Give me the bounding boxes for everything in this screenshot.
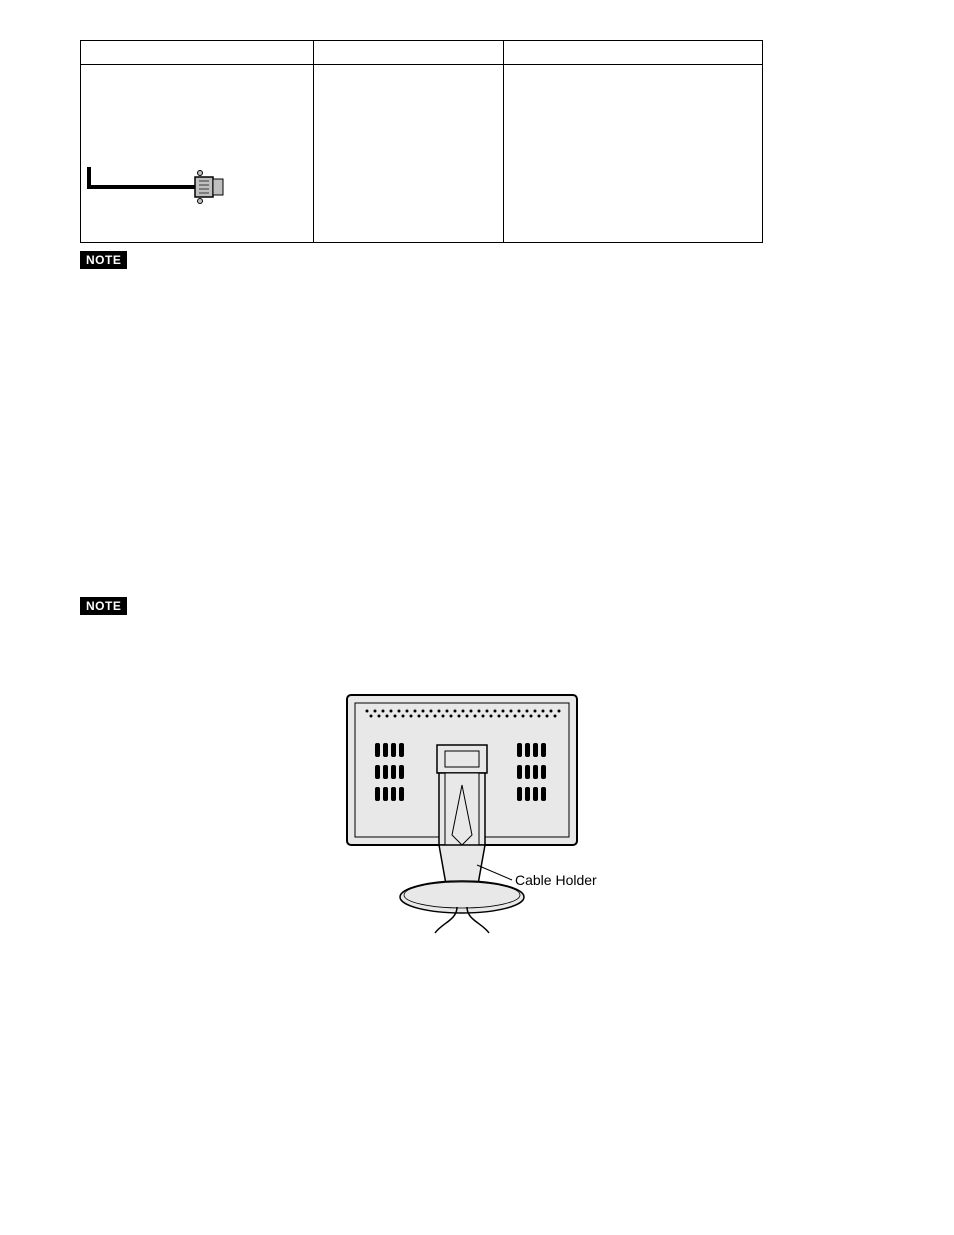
page: NOTE NOTE xyxy=(0,0,954,1235)
package-table xyxy=(80,40,763,243)
note-badge: NOTE xyxy=(80,251,127,269)
monitor-rear-icon: Cable Holder xyxy=(327,685,627,945)
table-header-row xyxy=(81,41,763,65)
table-header-cell xyxy=(81,41,314,65)
table-header-cell xyxy=(504,41,763,65)
note-badge: NOTE xyxy=(80,597,127,615)
table-cell xyxy=(504,65,763,243)
signal-cable-icon xyxy=(87,159,307,212)
monitor-figure: Cable Holder xyxy=(80,685,874,950)
note-block-2: NOTE xyxy=(80,597,874,615)
cable-holder-label: Cable Holder xyxy=(515,872,597,888)
note-block-1: NOTE xyxy=(80,251,874,269)
table-cell-cable xyxy=(81,65,314,243)
table-header-cell xyxy=(314,41,504,65)
table-body-row xyxy=(81,65,763,243)
spacer xyxy=(80,615,874,665)
table-cell xyxy=(314,65,504,243)
spacer xyxy=(80,269,874,589)
